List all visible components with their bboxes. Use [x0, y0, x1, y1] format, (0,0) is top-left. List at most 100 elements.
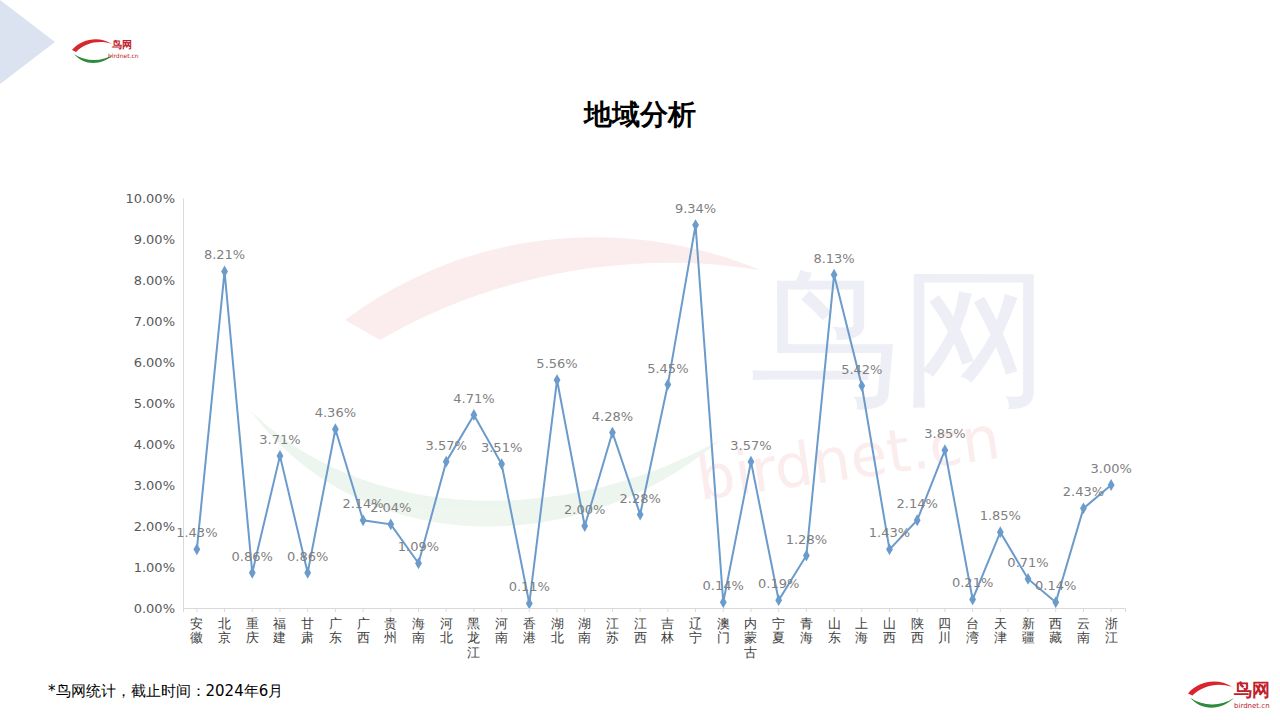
- y-tick-label: 10.00%: [125, 191, 175, 206]
- x-tick-mark: [834, 608, 835, 612]
- data-marker: [858, 380, 865, 392]
- data-label: 8.13%: [813, 251, 854, 266]
- data-marker: [692, 219, 699, 231]
- y-tick: 9.00%: [134, 232, 183, 247]
- data-label: 3.51%: [481, 440, 522, 455]
- data-label: 4.36%: [315, 405, 356, 420]
- x-tick-mark: [279, 608, 280, 612]
- x-tick: 内蒙古: [744, 608, 757, 660]
- data-label: 0.14%: [1035, 578, 1076, 593]
- data-labels: 1.43%8.21%0.86%3.71%0.86%4.36%2.14%2.04%…: [176, 201, 1132, 594]
- data-label: 0.11%: [509, 579, 550, 594]
- logo-bottom-swoosh-green: [1190, 698, 1234, 708]
- data-label: 4.71%: [453, 391, 494, 406]
- logo-top-swoosh-red: [72, 39, 112, 52]
- x-tick: 山西: [883, 608, 896, 645]
- x-tick-label: 天津: [994, 616, 1007, 645]
- data-marker: [498, 458, 505, 470]
- x-tick: 山东: [828, 608, 841, 645]
- data-label: 3.57%: [730, 438, 771, 453]
- y-tick: 7.00%: [134, 314, 183, 329]
- x-tick-mark: [1111, 608, 1112, 612]
- data-label: 0.19%: [758, 576, 799, 591]
- y-tick: 3.00%: [134, 478, 183, 493]
- data-label: 2.28%: [619, 491, 660, 506]
- x-tick: 河南: [495, 608, 508, 645]
- data-marker: [1025, 573, 1032, 585]
- x-tick: 甘肃: [301, 608, 314, 645]
- x-tick-mark: [612, 608, 613, 612]
- x-tick-label: 安徽: [190, 616, 203, 645]
- data-marker: [360, 514, 367, 526]
- data-label: 5.56%: [536, 356, 577, 371]
- x-tick-label: 贵州: [384, 616, 397, 645]
- y-tick-label: 6.00%: [134, 355, 175, 370]
- data-label: 8.21%: [204, 247, 245, 262]
- y-tick: 5.00%: [134, 396, 183, 411]
- x-tick-label: 香港: [523, 616, 536, 645]
- data-label: 0.86%: [287, 549, 328, 564]
- data-marker: [969, 594, 976, 606]
- data-label: 1.85%: [980, 508, 1021, 523]
- data-marker: [415, 557, 422, 569]
- x-tick-mark: [307, 608, 308, 612]
- title: 地域分析: [582, 98, 696, 131]
- data-line: [197, 225, 1111, 603]
- y-tick: 8.00%: [134, 273, 183, 288]
- watermark-url: birdnet.cn: [692, 402, 1004, 514]
- x-tick-mark: [778, 608, 779, 612]
- data-label: 2.00%: [564, 502, 605, 517]
- data-marker: [1080, 502, 1087, 514]
- y-tick: 4.00%: [134, 437, 183, 452]
- x-tick: 湖南: [578, 608, 591, 645]
- data-marker: [637, 509, 644, 521]
- x-tick-mark: [363, 608, 364, 612]
- logo-text: 鸟网: [111, 39, 132, 50]
- x-tick-mark: [529, 608, 530, 612]
- data-marker: [942, 444, 949, 456]
- data-marker: [554, 374, 561, 386]
- plot: [193, 219, 1114, 608]
- x-tick-label: 广西: [357, 616, 370, 645]
- x-tick-mark: [335, 608, 336, 612]
- data-marker: [304, 567, 311, 579]
- data-label: 3.71%: [259, 432, 300, 447]
- data-label: 5.45%: [647, 361, 688, 376]
- data-marker: [748, 456, 755, 468]
- x-tick: 湖北: [551, 608, 564, 645]
- x-tick-mark: [557, 608, 558, 612]
- data-label: 0.14%: [703, 578, 744, 593]
- watermark-text: 鸟网: [750, 251, 1050, 425]
- y-axis: 0.00%1.00%2.00%3.00%4.00%5.00%6.00%7.00%…: [125, 191, 183, 616]
- x-tick: 浙江: [1105, 608, 1118, 645]
- y-tick-label: 0.00%: [134, 601, 175, 616]
- x-tick-label: 宁夏: [772, 616, 785, 645]
- data-marker: [581, 520, 588, 532]
- data-marker: [332, 423, 339, 435]
- logo-top: 鸟网birdnet.cn: [72, 39, 139, 63]
- x-tick: 广东: [329, 608, 342, 645]
- x-tick-label: 陕西: [911, 616, 924, 645]
- x-tick-mark: [390, 608, 391, 612]
- watermark: 鸟网birdnet.cn: [250, 237, 1050, 526]
- data-label: 2.04%: [370, 500, 411, 515]
- x-tick-mark: [473, 608, 474, 612]
- logo-url: birdnet.cn: [1234, 702, 1270, 710]
- x-tick-mark: [1028, 608, 1029, 612]
- x-tick-mark: [224, 608, 225, 612]
- x-tick-label: 辽宁: [689, 616, 702, 645]
- x-tick-label: 山西: [883, 616, 896, 645]
- data-marker: [249, 567, 256, 579]
- data-label: 1.43%: [176, 525, 217, 540]
- x-tick: 天津: [994, 608, 1007, 645]
- x-tick-mark: [806, 608, 807, 612]
- x-tick: 辽宁: [689, 608, 702, 645]
- data-label: 0.21%: [952, 575, 993, 590]
- x-tick-label: 新疆: [1022, 616, 1035, 645]
- x-tick: 四川: [938, 608, 951, 645]
- x-tick-mark: [1055, 608, 1056, 612]
- x-tick: 贵州: [384, 608, 397, 645]
- data-label: 9.34%: [675, 201, 716, 216]
- y-tick: 10.00%: [125, 191, 183, 206]
- data-label: 0.86%: [232, 549, 273, 564]
